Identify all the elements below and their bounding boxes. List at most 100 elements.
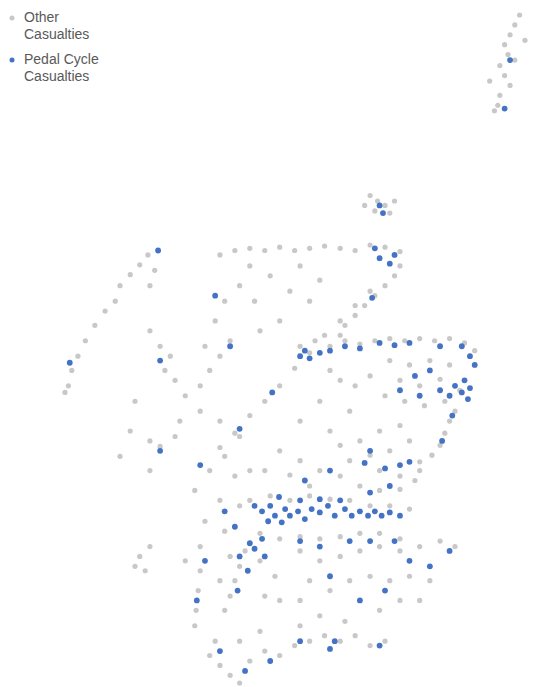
casualty-point — [377, 544, 382, 549]
casualty-point — [197, 462, 203, 468]
casualty-point — [432, 338, 437, 343]
casualty-point — [297, 458, 302, 463]
casualty-point — [367, 193, 372, 198]
casualty-point — [387, 358, 392, 363]
casualty-point — [397, 487, 402, 492]
casualty-point — [317, 613, 322, 618]
casualty-point — [367, 289, 372, 294]
casualty-point — [217, 354, 222, 359]
casualty-point — [397, 387, 403, 393]
casualty-point — [367, 503, 372, 508]
casualty-point — [342, 506, 348, 512]
legend: OtherCasualtiesPedal CycleCasualties — [10, 9, 99, 84]
casualty-point — [297, 353, 303, 359]
casualty-point — [172, 434, 177, 439]
casualty-point — [217, 498, 222, 503]
casualty-point — [447, 548, 453, 554]
casualty-point — [327, 368, 332, 373]
casualty-point — [147, 438, 152, 443]
casualty-point — [332, 638, 338, 644]
casualty-point — [277, 318, 282, 323]
casualty-point — [397, 423, 402, 428]
casualty-point — [292, 366, 297, 371]
casualty-point — [417, 598, 422, 603]
casualty-point — [447, 336, 452, 341]
casualty-point — [447, 362, 452, 367]
casualty-point — [297, 418, 302, 423]
casualty-point — [407, 558, 413, 564]
casualty-point — [222, 529, 227, 534]
casualty-point — [377, 340, 383, 346]
casualty-point — [367, 538, 373, 544]
casualty-point — [157, 358, 163, 364]
casualty-point — [307, 578, 312, 583]
casualty-point — [365, 513, 371, 519]
casualty-point — [265, 518, 271, 524]
casualty-point — [452, 383, 458, 389]
casualty-point — [495, 103, 500, 108]
casualty-point — [257, 558, 262, 563]
casualty-point — [338, 474, 343, 479]
casualty-point — [429, 453, 434, 458]
casualty-point — [183, 393, 188, 398]
casualty-point — [302, 348, 308, 354]
casualty-point — [292, 643, 297, 648]
casualty-point — [512, 22, 517, 27]
casualty-point — [222, 508, 228, 514]
casualty-point — [357, 548, 362, 553]
casualty-point — [353, 633, 358, 638]
series-points — [67, 57, 513, 674]
casualty-point — [217, 445, 222, 450]
casualty-point — [158, 344, 163, 349]
casualty-point — [467, 353, 473, 359]
casualty-point — [397, 474, 402, 479]
casualty-point — [338, 639, 343, 644]
casualty-point — [247, 246, 252, 251]
casualty-point — [297, 344, 302, 349]
casualty-point — [252, 503, 258, 509]
casualty-point — [342, 338, 347, 343]
casualty-point — [427, 578, 432, 583]
casualty-point — [268, 273, 273, 278]
casualty-point — [242, 548, 247, 553]
casualty-point — [282, 506, 288, 512]
casualty-point — [237, 639, 242, 644]
casualty-point — [235, 588, 241, 594]
casualty-point — [83, 338, 88, 343]
casualty-point — [407, 507, 412, 512]
casualty-point — [155, 248, 161, 254]
casualty-point — [402, 399, 407, 404]
casualty-point — [307, 639, 312, 644]
casualty-point — [295, 508, 301, 514]
casualty-point — [467, 385, 473, 391]
casualty-point — [507, 32, 512, 37]
casualty-point — [382, 639, 387, 644]
casualty-point — [472, 362, 478, 368]
casualty-point — [387, 261, 393, 267]
casualty-point — [327, 573, 333, 579]
casualty-point — [322, 333, 327, 338]
casualty-point — [382, 393, 387, 398]
casualty-point — [380, 210, 386, 216]
casualty-point — [312, 338, 317, 343]
casualty-point — [198, 544, 203, 549]
legend-label: OtherCasualties — [24, 9, 89, 42]
casualty-point — [262, 248, 267, 253]
casualty-point — [377, 608, 382, 613]
casualty-point — [194, 608, 199, 613]
casualty-point — [117, 454, 122, 459]
casualty-point — [362, 460, 368, 466]
casualty-point — [287, 472, 292, 477]
casualty-point — [237, 503, 242, 508]
casualty-point — [152, 268, 157, 273]
casualty-point — [437, 343, 443, 349]
casualty-point — [377, 488, 382, 493]
casualty-point — [342, 323, 347, 328]
casualty-point — [168, 354, 173, 359]
casualty-point — [277, 245, 282, 250]
casualty-point — [367, 373, 372, 378]
casualty-point — [317, 350, 323, 356]
casualty-point — [297, 548, 302, 553]
casualty-point — [317, 544, 323, 550]
casualty-point — [387, 510, 393, 516]
